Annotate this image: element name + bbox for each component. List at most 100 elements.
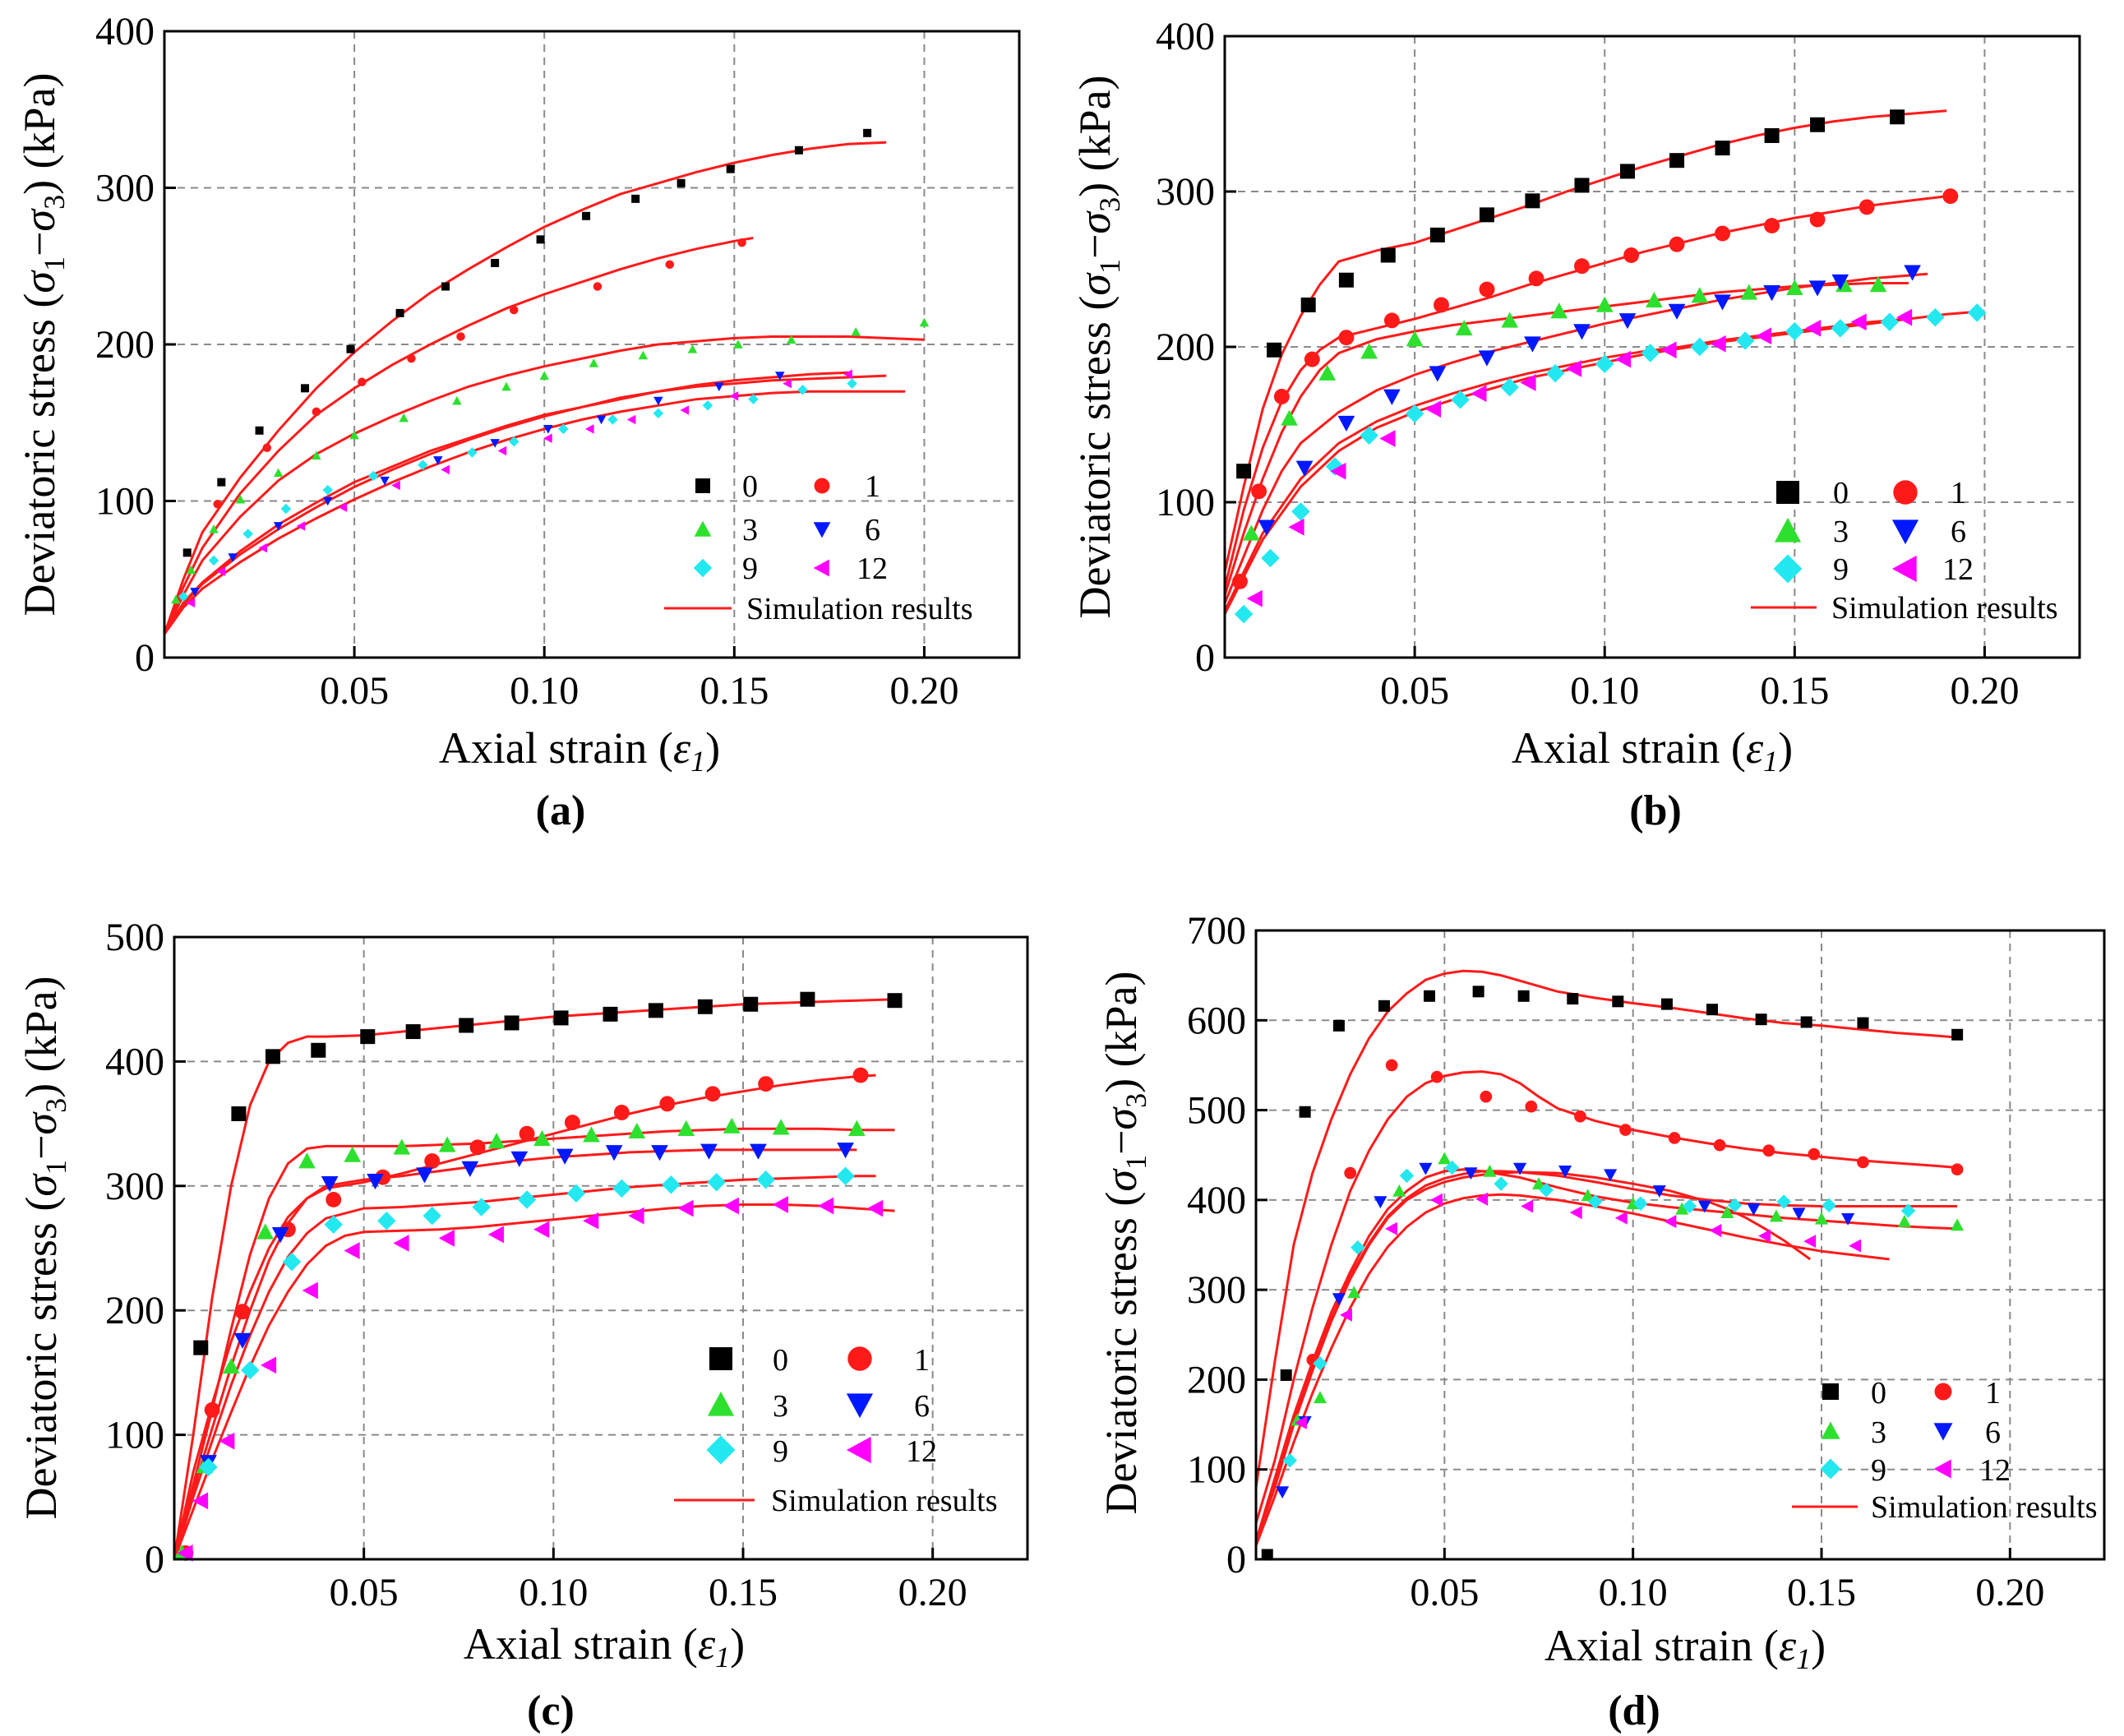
panel-a-point-series-12	[216, 566, 226, 576]
panel-c-point-series-6	[271, 1227, 289, 1244]
panel-d-x-tick-label: 0.15	[1787, 1571, 1856, 1614]
panel-a-point-series-1	[737, 238, 746, 247]
panel-b-sim-curve-6	[1223, 272, 1928, 604]
panel-d-point-series-0	[1660, 998, 1673, 1010]
panel-d-point-series-3	[1675, 1202, 1689, 1215]
panel-b-label: (b)	[1629, 787, 1682, 834]
panel-b-point-series-1	[1942, 188, 1959, 205]
panel-b-legend-marker-6-shape	[1891, 519, 1919, 545]
panel-a-point-series-12	[391, 480, 400, 491]
panel-d-x-tick-label: 0.20	[1975, 1571, 2044, 1614]
panel-d-point-series-9	[1900, 1203, 1916, 1218]
panel-d-point-series-1	[1668, 1132, 1681, 1144]
panel-a-point-series-12	[497, 446, 507, 456]
panel-c: 0 100 200 300 400 500 0.05 0.10 0.15 0.20 Deviat…	[16, 916, 1029, 1734]
panel-d-point-series-6	[1652, 1185, 1666, 1198]
panel-b-data-markers	[1232, 109, 1987, 624]
panel-d-y-tick-label: 100	[1187, 1448, 1246, 1492]
panel-a-x-tick-label: 0.05	[320, 669, 389, 713]
panel-a-y-axis-title: Deviatoric stress (σ1−σ3) (kPa)	[15, 72, 71, 616]
panel-d-point-series-0	[1517, 990, 1530, 1002]
panel-d-plot-frame	[1254, 929, 2106, 1561]
panel-d-label: (d)	[1608, 1688, 1660, 1734]
panel-c-point-series-1	[519, 1125, 535, 1142]
panel-b-point-series-1	[1528, 270, 1545, 287]
panel-c-simulation-curves	[173, 998, 895, 1560]
panel-c-point-series-12	[438, 1230, 455, 1247]
panel-a-point-series-9	[748, 394, 759, 404]
panel-c-point-series-1	[424, 1153, 441, 1169]
panel-b-point-series-0	[1890, 109, 1905, 125]
panel-b-point-series-0	[1267, 342, 1282, 358]
panel-c-point-series-6	[750, 1143, 767, 1160]
panel-d-point-series-0	[1567, 993, 1579, 1005]
panel-b-point-series-6	[1429, 366, 1447, 382]
panel-d-point-series-3	[1347, 1286, 1361, 1299]
panel-b-point-series-9	[1545, 363, 1565, 383]
panel-a-legend-label-6: 6	[865, 513, 880, 547]
panel-c-x-tick-labels: 0.05 0.10 0.15 0.20	[330, 1571, 967, 1614]
panel-c-legend-marker-6-shape	[846, 1393, 874, 1419]
panel-b-point-series-1	[1232, 573, 1248, 589]
panel-a-legend: 0 1 3 6 9 12 Simulation results	[664, 469, 973, 626]
panel-d-point-series-0	[1951, 1028, 1964, 1041]
panel-b-sim-curve-1	[1223, 195, 1947, 589]
panel-a-point-series-9	[508, 436, 519, 447]
panel-a-point-series-3	[851, 327, 861, 336]
panel-c-y-tick-label: 300	[105, 1165, 164, 1208]
panel-a-x-tick-label: 0.10	[510, 669, 579, 713]
panel-d-point-series-6	[1841, 1212, 1855, 1226]
panel-b-point-series-1	[1623, 247, 1640, 263]
panel-c-point-series-0	[504, 1015, 519, 1031]
panel-c-point-series-0	[311, 1042, 326, 1058]
panel-b-point-series-6	[1383, 389, 1401, 405]
panel-c-point-series-12	[818, 1197, 834, 1215]
panel-d-point-series-3	[1581, 1189, 1595, 1202]
panel-b-point-series-1	[1715, 225, 1730, 242]
panel-d-point-series-6	[1747, 1203, 1761, 1216]
panel-c-point-series-9	[707, 1173, 726, 1192]
panel-a-point-series-3	[501, 381, 511, 391]
panel-d-y-tick-label: 200	[1187, 1358, 1246, 1401]
panel-c-point-series-12	[393, 1235, 409, 1252]
panel-a-point-series-9	[653, 408, 664, 419]
panel-a-sim-curve-12	[163, 390, 906, 635]
panel-b-legend-sim-label: Simulation results	[1831, 591, 2058, 626]
panel-b-legend-marker-3	[1774, 517, 1802, 542]
panel-c-point-series-3	[628, 1122, 646, 1138]
panel-c-point-series-3	[583, 1126, 600, 1143]
panel-a-y-tick-label: 0	[135, 636, 155, 680]
panel-b-legend-marker-0	[1776, 481, 1799, 504]
panel-b-x-tick-label: 0.20	[1950, 669, 2019, 713]
panel-b-point-series-0	[1300, 297, 1316, 312]
panel-a-legend-sim-label: Simulation results	[746, 592, 973, 626]
panel-d-point-series-9	[1282, 1453, 1298, 1468]
panel-d-legend-marker-0-shape	[1822, 1383, 1839, 1400]
panel-a-y-tick-label: 300	[95, 167, 155, 210]
panel-c-point-series-9	[836, 1166, 855, 1185]
panel-b-sim-curve-9	[1223, 310, 1985, 612]
panel-c-point-series-0	[231, 1106, 247, 1121]
panel-d-point-series-12	[1758, 1229, 1771, 1243]
panel-d-y-tick-label: 0	[1226, 1538, 1246, 1581]
panel-b-legend-marker-12-shape	[1891, 555, 1917, 583]
panel-c-legend-marker-6	[846, 1393, 874, 1419]
panel-c-point-series-9	[612, 1179, 631, 1198]
panel-b-point-series-3	[1243, 524, 1260, 541]
panel-c-point-series-9	[756, 1170, 775, 1189]
panel-b-point-series-9	[1234, 604, 1254, 624]
panel-b-legend-label-6: 6	[1951, 515, 1966, 549]
panel-d-legend-sim-label: Simulation results	[1871, 1490, 2098, 1525]
panel-a-point-series-9	[418, 459, 428, 470]
panel-b-point-series-3	[1281, 409, 1298, 426]
panel-d-point-series-9	[1776, 1194, 1791, 1209]
panel-d-legend-marker-1-shape	[1934, 1383, 1952, 1401]
panel-c-legend-marker-9-shape	[706, 1435, 736, 1465]
panel-d-point-series-0	[1612, 995, 1624, 1008]
panel-d-point-series-9	[1539, 1183, 1554, 1198]
panel-d-y-tick-label: 500	[1187, 1089, 1246, 1133]
panel-d-legend-marker-9-shape	[1820, 1458, 1841, 1480]
panel-a-point-series-12	[258, 542, 268, 553]
panel-b-point-series-3	[1550, 302, 1568, 319]
